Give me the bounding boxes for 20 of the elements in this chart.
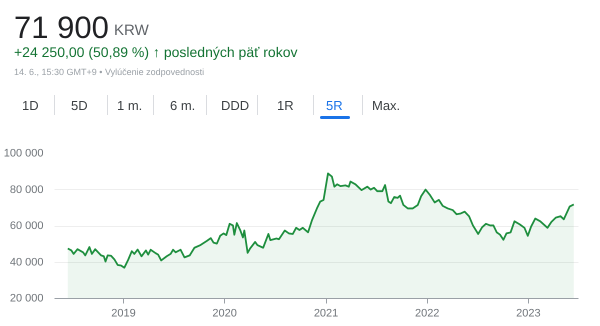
text: 14. 6., 15:30 GMT+9 • Vylúčenie zodpovednosti [14,66,204,79]
text: 1D [22,97,39,115]
y-tick-label: 20 000 [10,292,44,304]
text: 1 m. [117,97,142,115]
text: KRW [114,21,149,41]
y-tick-label: 80 000 [10,184,44,196]
text: 6 m. [170,97,196,115]
x-tick-label: 2022 [414,308,440,320]
text: 5D [71,97,88,115]
text: 5R [326,97,343,115]
text: 1R [277,97,294,115]
text: DDD [221,97,250,115]
text: Max. [372,97,400,115]
y-tick-label: 40 000 [10,256,44,268]
x-tick-label: 2023 [516,308,541,320]
y-tick-label: 100 000 [4,148,44,160]
y-tick-label: 60 000 [10,220,44,232]
x-tick-label: 2020 [212,308,237,320]
x-tick-label: 2019 [111,308,136,320]
x-tick-label: 2021 [314,308,338,320]
